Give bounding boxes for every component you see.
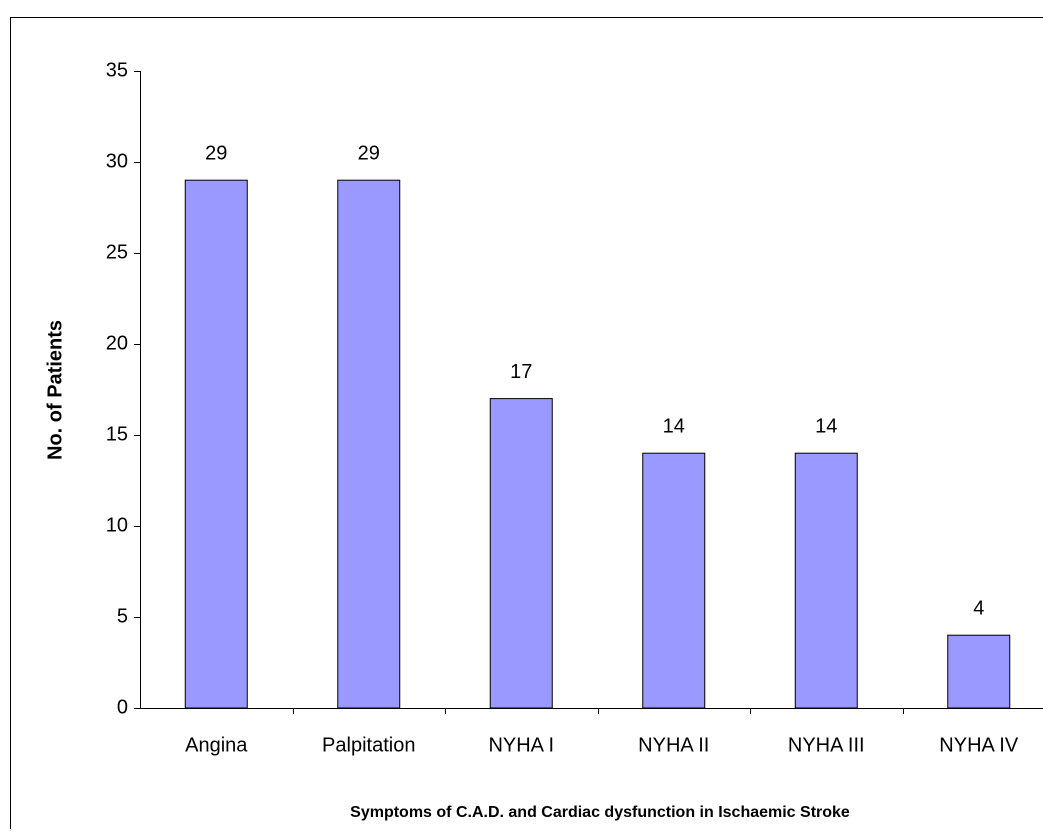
y-tick-label: 35: [106, 59, 128, 81]
y-tick-label: 30: [106, 150, 128, 172]
y-tick-label: 10: [106, 514, 128, 536]
bar: [490, 399, 552, 708]
x-tick-label: NYHA II: [638, 734, 709, 756]
bar: [185, 180, 247, 708]
data-label: 29: [205, 142, 227, 164]
x-tick-label: NYHA III: [788, 734, 865, 756]
data-label: 4: [973, 597, 984, 619]
y-tick-label: 25: [106, 241, 128, 263]
x-tick-label: Palpitation: [322, 734, 415, 756]
x-axis-title: Symptoms of C.A.D. and Cardiac dysfuncti…: [350, 804, 850, 821]
data-label: 17: [510, 361, 532, 383]
bar: [338, 180, 400, 708]
x-tick-label: NYHA I: [488, 734, 554, 756]
data-label: 14: [663, 415, 685, 437]
y-tick-label: 5: [117, 605, 128, 627]
data-label: 14: [815, 415, 837, 437]
bar: [948, 635, 1010, 708]
bar: [795, 453, 857, 708]
y-tick-label: 15: [106, 423, 128, 445]
x-tick-label: NYHA IV: [939, 734, 1019, 756]
y-tick-label: 20: [106, 332, 128, 354]
x-tick-label: Angina: [185, 734, 248, 756]
y-axis-title: No. of Patients: [44, 320, 66, 460]
bar: [643, 453, 705, 708]
data-label: 29: [358, 142, 380, 164]
y-tick-label: 0: [117, 696, 128, 718]
